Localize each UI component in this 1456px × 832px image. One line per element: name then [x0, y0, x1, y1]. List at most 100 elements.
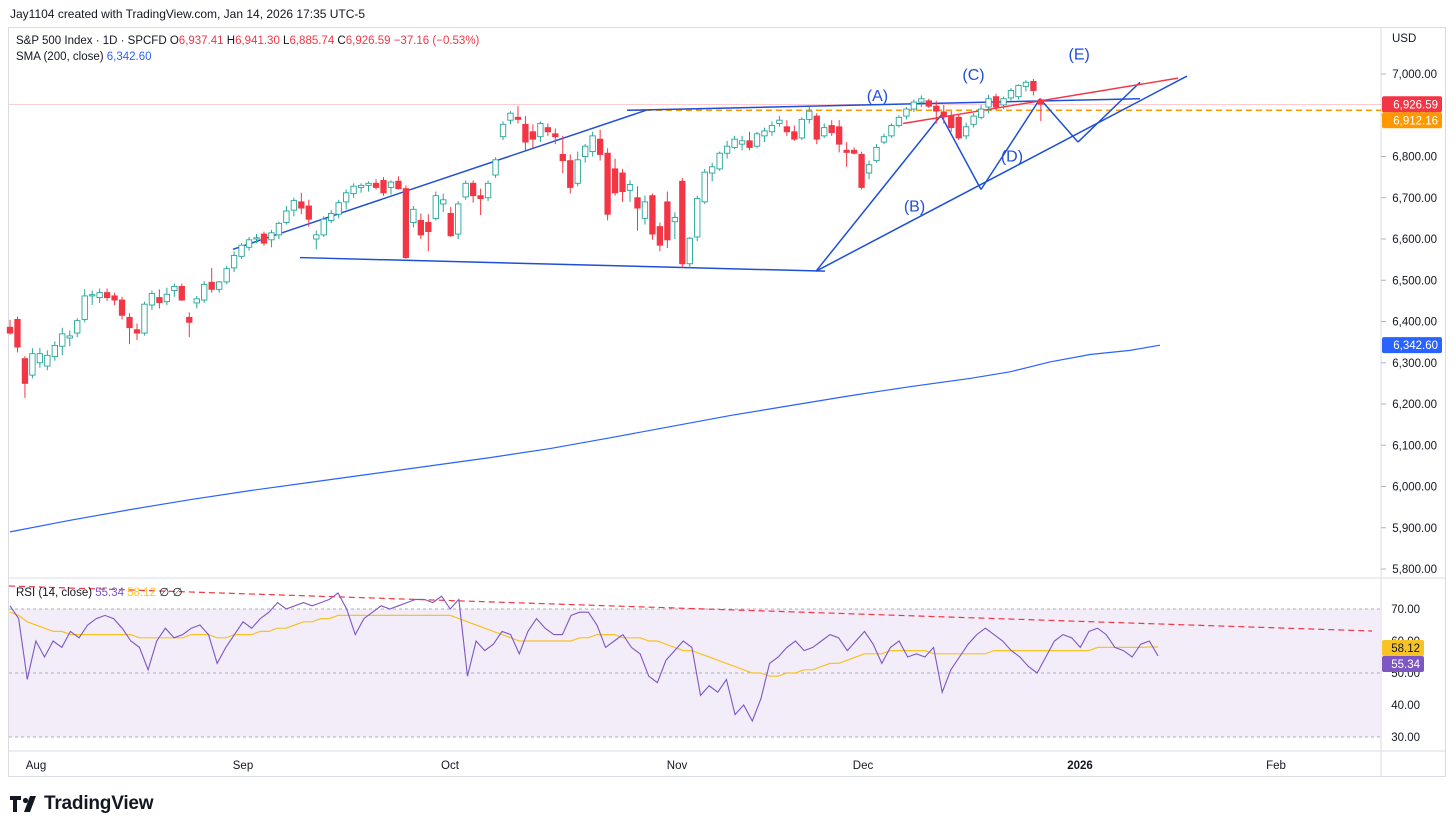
candle-body — [298, 201, 305, 209]
open-value: 6,937.41 — [178, 35, 224, 47]
candle-body — [843, 149, 850, 153]
level-price-tag-bg — [1382, 112, 1442, 129]
rsi-ma-value: 58.12 — [127, 587, 157, 599]
candle-body — [216, 281, 223, 290]
candle-body — [686, 237, 693, 265]
candle-body — [694, 198, 701, 238]
rsi-value-tag-bg — [1382, 656, 1424, 673]
wave-A-to-B — [940, 114, 982, 190]
wave-B-to-C — [980, 98, 1041, 190]
wave-label: (C) — [962, 67, 984, 84]
candle-body — [1000, 98, 1007, 106]
sma-price-tag: 6,342.60 — [1393, 340, 1438, 352]
candle-body — [873, 146, 880, 162]
candle-body — [731, 138, 738, 148]
time-tick-label: Dec — [853, 760, 874, 772]
candle-body — [783, 126, 791, 133]
rsi-label[interactable]: RSI (14, close) — [16, 587, 93, 599]
candle-body — [335, 202, 342, 215]
candle-body — [776, 119, 783, 124]
price-tick-label: 6,700.00 — [1392, 193, 1437, 205]
candle-body — [103, 292, 111, 299]
high-value: 6,941.30 — [235, 35, 280, 47]
price-tick-label: 6,500.00 — [1392, 275, 1437, 287]
candle-body — [977, 108, 985, 118]
wave-label: (A) — [867, 88, 888, 105]
broadening-upper-left — [232, 109, 647, 251]
time-tick-label: Sep — [233, 760, 253, 772]
candle-body — [985, 98, 992, 108]
candle-body — [81, 295, 88, 320]
candle-body — [410, 208, 417, 223]
candle-body — [1015, 85, 1022, 98]
candle-body — [357, 184, 365, 188]
wave-to-A — [815, 114, 942, 272]
candle-body — [589, 135, 596, 153]
candle-body — [701, 171, 708, 203]
legend-sma-row: SMA (200, close) 6,342.60 — [16, 49, 479, 65]
chart-frame — [8, 27, 1446, 777]
sma-label[interactable]: SMA (200, close) — [16, 51, 104, 63]
candle-body — [59, 333, 66, 347]
candle-body — [709, 166, 716, 174]
rsi-trendline — [8, 585, 1373, 632]
candle-body — [6, 326, 14, 334]
candle-body — [671, 217, 678, 223]
candle-body — [656, 226, 664, 246]
sma-line — [9, 344, 1161, 533]
candle-body — [14, 318, 21, 348]
rsi-tick-label: 40.00 — [1391, 700, 1420, 712]
sma-200-line — [9, 344, 1161, 533]
candle-body — [649, 195, 656, 235]
candle-body — [238, 244, 245, 257]
candle-body — [380, 179, 387, 194]
candle-body — [611, 168, 619, 194]
candle-body — [529, 131, 537, 140]
level-price-tag: 6,912.16 — [1393, 115, 1438, 127]
candle-body — [992, 96, 1000, 108]
symbol-label[interactable]: S&P 500 Index · 1D · SPCFD — [16, 35, 167, 47]
time-tick-label: 2026 — [1067, 760, 1093, 772]
candle-body — [567, 160, 574, 188]
candle-body — [821, 127, 828, 137]
candle-body — [313, 234, 320, 240]
candle-body — [858, 153, 865, 188]
price-tick-label: 6,100.00 — [1392, 440, 1437, 452]
candle-body — [440, 199, 447, 205]
wave-label: (B) — [904, 198, 925, 215]
candle-body — [89, 294, 96, 297]
candle-body — [948, 115, 955, 129]
candle-body — [365, 182, 372, 186]
candle-body — [66, 335, 73, 339]
price-tick-label: 5,800.00 — [1392, 564, 1437, 576]
candle-body — [432, 195, 439, 219]
candle-body — [753, 133, 761, 147]
brand-logo[interactable]: TradingView — [10, 793, 154, 815]
candle-body — [455, 203, 462, 235]
candle-body — [118, 299, 126, 316]
candle-body — [1037, 99, 1045, 105]
rsi-tick-label: 30.00 — [1391, 732, 1420, 744]
candle-body — [1022, 81, 1030, 87]
candle-body — [626, 184, 634, 191]
wave-D-to-E — [1077, 81, 1141, 143]
wedge-lower — [815, 75, 1188, 272]
candle-body — [223, 268, 230, 283]
rsi-extra: ∅ ∅ — [159, 587, 183, 599]
wave-C-to-D — [1039, 98, 1079, 143]
rsi-legend: RSI (14, close) 55.34 58.12 ∅ ∅ — [16, 585, 182, 599]
candle-body — [716, 152, 723, 170]
candle-body — [828, 125, 835, 134]
price-tick-label: 6,200.00 — [1392, 399, 1437, 411]
current-price-tag-bg — [1382, 96, 1442, 113]
candle-body — [148, 293, 156, 306]
candle-body — [596, 138, 604, 155]
candle-body — [522, 123, 529, 143]
price-tick-label: 6,000.00 — [1392, 482, 1437, 494]
candle-body — [268, 232, 275, 241]
candle-body — [634, 197, 641, 209]
candle-body — [499, 123, 507, 138]
candle-body — [836, 126, 843, 145]
currency-label[interactable]: USD — [1392, 33, 1417, 45]
